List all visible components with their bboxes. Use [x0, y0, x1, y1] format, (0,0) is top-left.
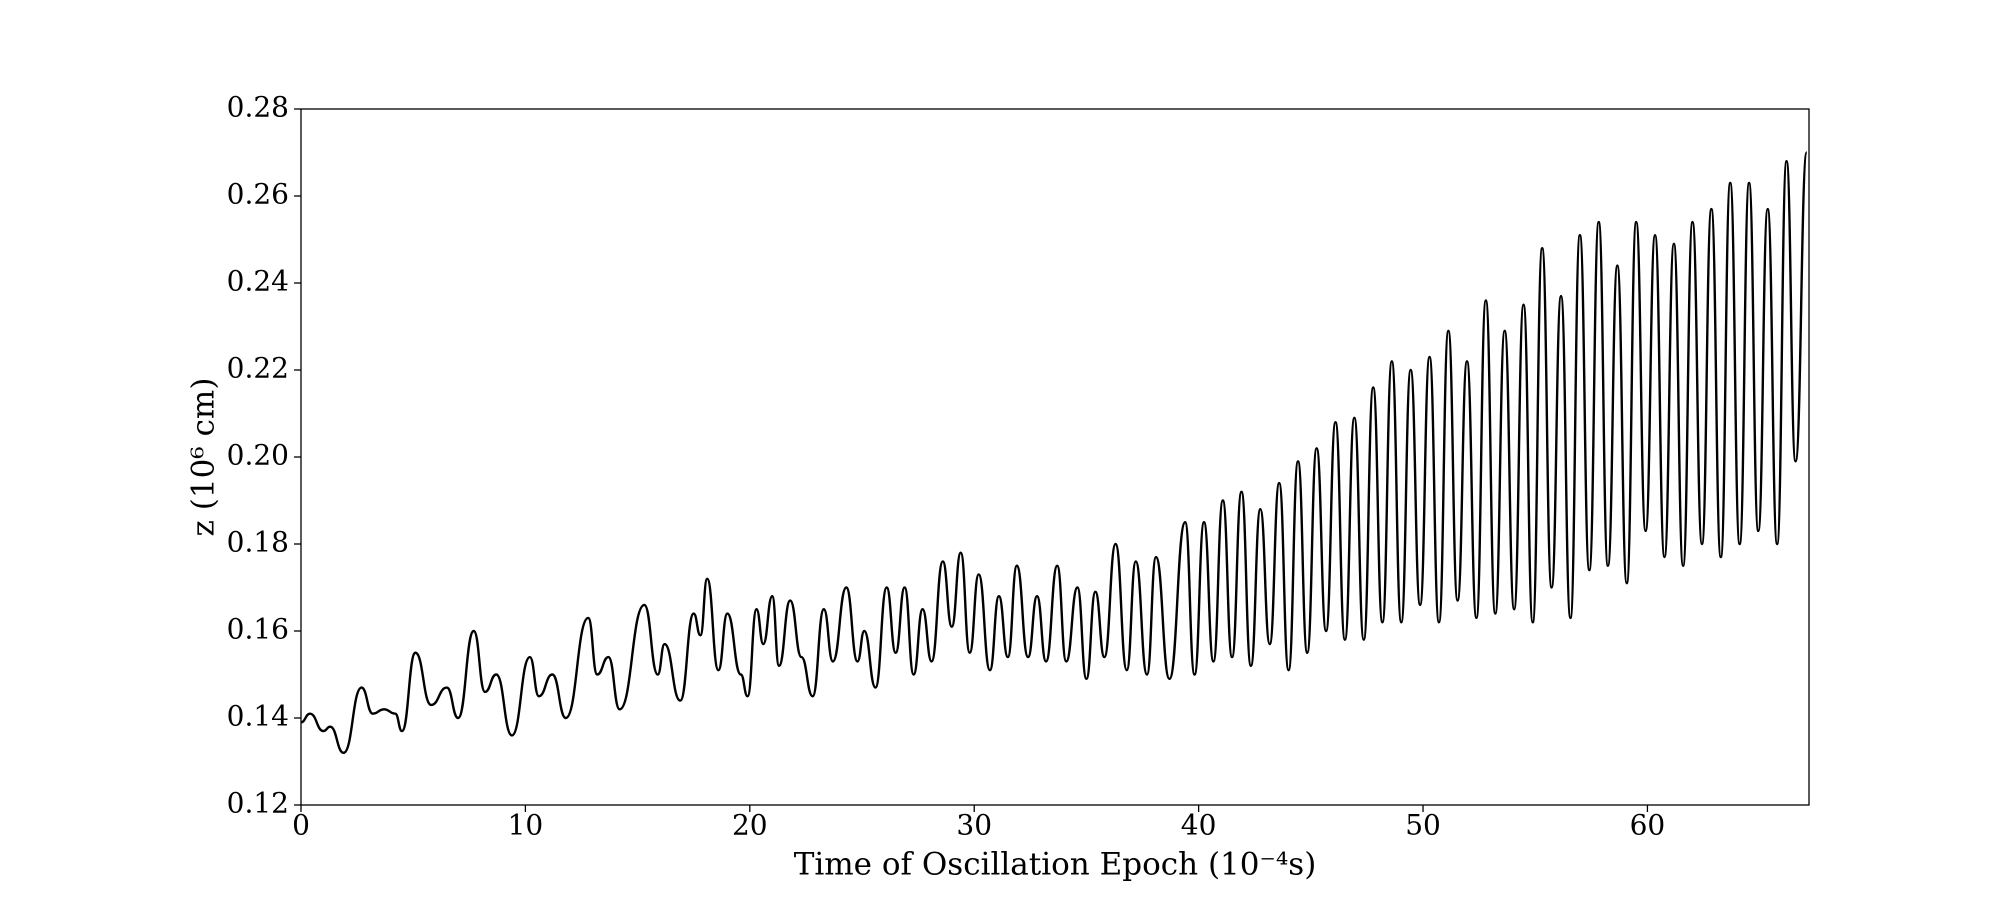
- y-tick-label: 0.20: [227, 439, 289, 472]
- axes-frame: [300, 108, 1810, 806]
- x-tick-label: 20: [732, 809, 768, 842]
- data-line: [300, 151, 1808, 754]
- y-tick-label: 0.28: [227, 91, 289, 124]
- x-tick-label: 0: [292, 809, 310, 842]
- x-tick-label: 40: [1181, 809, 1217, 842]
- x-tick-label: 30: [956, 809, 992, 842]
- y-tick-label: 0.18: [227, 526, 289, 559]
- x-tick-label: 10: [508, 809, 544, 842]
- y-tick-label: 0.16: [227, 613, 289, 646]
- x-axis-label: Time of Oscillation Epoch (10⁻⁴s): [794, 847, 1317, 883]
- y-axis-label: z (10⁶ cm): [186, 378, 222, 537]
- x-tick-label: 60: [1630, 809, 1666, 842]
- y-tick-label: 0.14: [227, 700, 289, 733]
- y-tick-label: 0.24: [227, 265, 289, 298]
- y-tick-label: 0.22: [227, 352, 289, 385]
- x-tick-label: 50: [1405, 809, 1441, 842]
- y-tick-label: 0.26: [227, 178, 289, 211]
- y-tick-label: 0.12: [227, 787, 289, 820]
